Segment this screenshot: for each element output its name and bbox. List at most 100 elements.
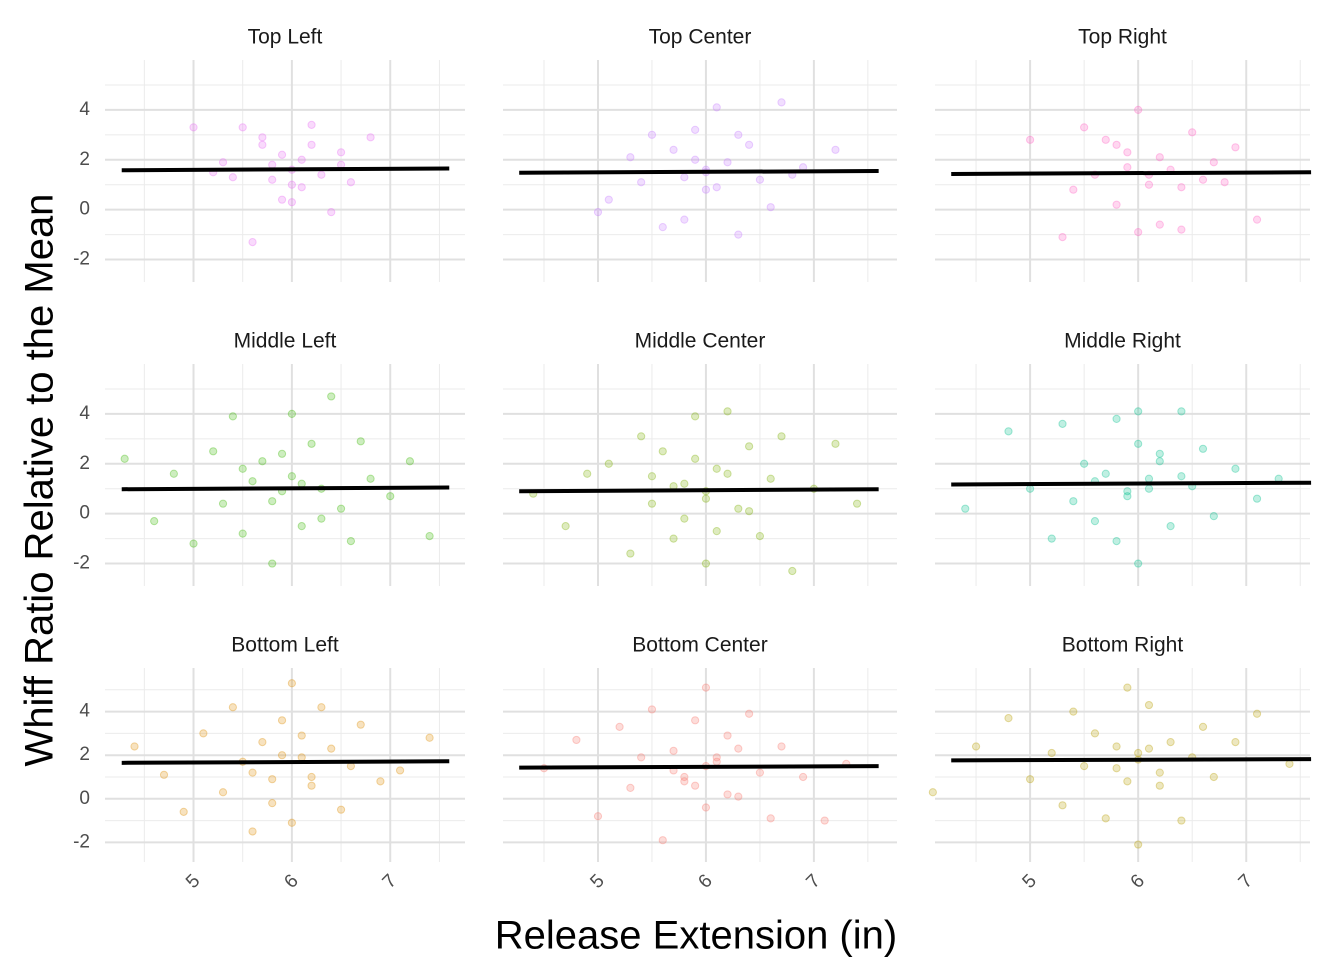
strip-title: Top Right: [1078, 26, 1167, 49]
point: [287, 180, 296, 189]
strip-title: Middle Center: [635, 330, 766, 353]
y-tick-label: 4: [79, 403, 90, 424]
x-tick-label: 5: [1019, 870, 1041, 892]
trend-line: [519, 764, 879, 770]
point: [1080, 459, 1089, 468]
y-tick-label: -2: [73, 249, 90, 270]
point: [1112, 140, 1121, 149]
y-tick-label: 2: [79, 453, 90, 474]
point: [691, 454, 700, 463]
point: [971, 742, 981, 751]
point: [1101, 814, 1110, 823]
point: [691, 125, 700, 134]
point: [755, 532, 765, 541]
point: [691, 781, 700, 790]
point: [701, 683, 711, 692]
point: [1177, 816, 1186, 825]
point: [680, 215, 689, 224]
point: [218, 499, 228, 508]
point: [130, 742, 139, 751]
strip-title: Middle Right: [1064, 330, 1181, 353]
point: [928, 788, 937, 797]
point: [238, 464, 247, 473]
point: [691, 716, 700, 725]
point: [1155, 768, 1164, 777]
point: [572, 735, 581, 745]
point: [1134, 559, 1143, 568]
point: [734, 504, 743, 513]
point: [701, 803, 711, 812]
point: [287, 679, 296, 688]
strip-title: Bottom Right: [1062, 634, 1184, 657]
point: [766, 814, 775, 823]
panel: Bottom Left 5 6 7 -2 0 2 4: [73, 634, 465, 893]
point: [150, 517, 159, 526]
point: [327, 392, 336, 401]
strip-title: Middle Left: [234, 330, 337, 353]
panel: Top Right: [935, 26, 1312, 282]
point: [798, 772, 808, 782]
trend-line: [951, 480, 1312, 487]
point: [386, 492, 395, 501]
point: [766, 474, 775, 483]
point: [1090, 517, 1100, 526]
point: [258, 133, 267, 142]
point: [604, 195, 613, 204]
point: [647, 130, 657, 139]
y-tick-label: 0: [79, 788, 90, 809]
point: [723, 158, 732, 167]
point: [1134, 748, 1143, 758]
point: [327, 208, 336, 217]
point: [395, 766, 405, 775]
point: [669, 746, 678, 755]
point: [1134, 105, 1143, 114]
y-tick-label: 2: [79, 744, 90, 765]
point: [1069, 707, 1078, 716]
point: [647, 472, 657, 481]
point: [831, 145, 840, 154]
point: [626, 153, 635, 162]
point: [1198, 722, 1208, 731]
point: [317, 703, 326, 712]
point: [788, 566, 797, 576]
point: [1123, 777, 1132, 786]
trend-line: [121, 759, 450, 765]
point: [258, 457, 267, 466]
point: [1144, 700, 1154, 710]
point: [1220, 178, 1229, 187]
point: [1166, 738, 1175, 747]
point: [1026, 135, 1035, 144]
point: [258, 738, 267, 747]
strip-title: Top Left: [248, 26, 323, 49]
point: [647, 705, 657, 714]
point: [356, 437, 365, 446]
panel: Top Center: [503, 26, 897, 282]
x-axis-title: Release Extension (in): [495, 914, 897, 958]
point: [1285, 759, 1294, 769]
point: [238, 529, 247, 538]
point: [297, 731, 306, 740]
point: [961, 504, 970, 513]
point: [1123, 492, 1132, 501]
point: [1123, 683, 1132, 692]
point: [637, 178, 646, 187]
point: [1101, 135, 1110, 144]
point: [1198, 444, 1208, 453]
point: [615, 722, 624, 731]
point: [691, 412, 700, 421]
point: [297, 183, 306, 192]
point: [287, 409, 296, 418]
point: [366, 474, 375, 483]
point: [336, 504, 346, 513]
point: [228, 173, 237, 182]
point: [287, 472, 296, 481]
point: [1252, 494, 1262, 503]
point: [723, 731, 732, 740]
panel: Middle Left -2 0 2 4: [73, 330, 465, 586]
point: [766, 203, 775, 212]
point: [1209, 772, 1218, 782]
point: [1047, 748, 1056, 758]
point: [1112, 200, 1121, 209]
trend-line: [951, 757, 1312, 763]
